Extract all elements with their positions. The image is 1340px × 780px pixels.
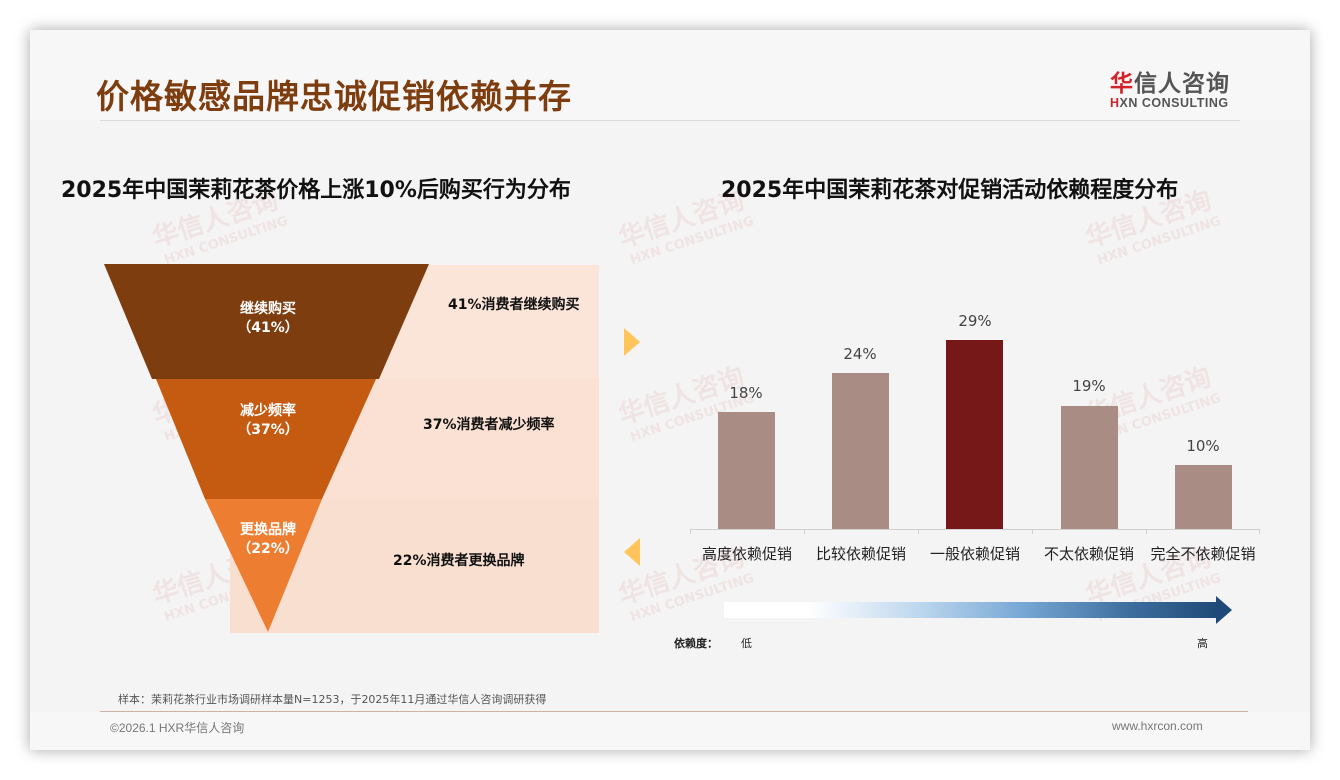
axis-tick: [1259, 529, 1260, 534]
funnel-desc-reduce: 37%消费者减少频率: [423, 417, 555, 433]
axis-tick: [1146, 529, 1147, 534]
funnel-segment-continue: [104, 264, 429, 379]
funnel-label-switch: 更换品牌 （22%）: [237, 522, 299, 557]
bar-no-reliance: [1175, 465, 1232, 530]
logo-chinese: 华信人咨询: [1110, 71, 1230, 97]
bar-moderate-reliance: [946, 340, 1003, 530]
funnel-segment-switch: [205, 499, 322, 632]
right-chart-title: 2025年中国茉莉花茶对促销活动依赖程度分布: [721, 178, 1179, 203]
bar-low-reliance: [1061, 406, 1118, 530]
bar-value: 10%: [1186, 437, 1220, 455]
category-label: 不太依赖促销: [1043, 545, 1134, 563]
axis-tick: [918, 529, 919, 534]
bar-value: 24%: [843, 345, 877, 363]
bar-value: 18%: [729, 384, 763, 402]
axis-tick: [1032, 529, 1033, 534]
funnel-desc-continue: 41%消费者继续购买: [448, 297, 580, 313]
category-label: 比较依赖促销: [815, 545, 906, 563]
axis-tick: [690, 529, 691, 534]
category-label: 完全不依赖促销: [1150, 545, 1256, 563]
header-band: [30, 30, 1310, 120]
left-chart-title: 2025年中国茉莉花茶价格上涨10%后购买行为分布: [61, 178, 571, 203]
funnel-desc-switch: 22%消费者更换品牌: [393, 553, 525, 569]
funnel-label-continue: 继续购买 （41%）: [237, 301, 299, 336]
bar-fairly-reliant: [832, 373, 889, 530]
triangle-left-icon: [624, 538, 640, 566]
footer-divider: [100, 711, 1248, 712]
logo-english: HXN CONSULTING: [1110, 96, 1229, 110]
category-label: 高度依赖促销: [701, 545, 792, 563]
axis-tick: [804, 529, 805, 534]
triangle-right-icon: [624, 328, 640, 356]
legend-label: 依赖度：: [674, 637, 718, 650]
bar-high-reliance: [718, 412, 775, 530]
arrow-right-icon: [1216, 596, 1232, 624]
slide: 价格敏感品牌忠诚促销依赖并存 华信人咨询 HXN CONSULTING 华信人咨…: [30, 30, 1310, 750]
company-logo: 华信人咨询 HXN CONSULTING: [1110, 64, 1250, 110]
website-link[interactable]: www.hxrcon.com: [1112, 719, 1203, 733]
funnel-label-reduce: 减少频率 （37%）: [237, 403, 299, 438]
funnel-chart: [104, 264, 429, 632]
legend-high: 高: [1197, 637, 1208, 650]
category-label: 一般依赖促销: [929, 545, 1020, 563]
bar-value: 19%: [1072, 377, 1106, 395]
copyright: ©2026.1 HXR华信人咨询: [110, 721, 245, 735]
bar-chart: 18% 24% 29% 19% 10%: [690, 310, 1260, 530]
bar-value: 29%: [958, 312, 992, 330]
title-divider: [100, 120, 1240, 121]
legend-low: 低: [741, 637, 752, 650]
x-axis: [690, 529, 1260, 530]
page-title: 价格敏感品牌忠诚促销依赖并存: [96, 77, 572, 116]
footer-band: [30, 712, 1310, 750]
sample-note: 样本：茉莉花茶行业市场调研样本量N=1253，于2025年11月通过华信人咨询调…: [118, 693, 547, 706]
funnel-segment-reduce: [156, 379, 376, 499]
reliance-gradient-bar: [724, 602, 1216, 618]
